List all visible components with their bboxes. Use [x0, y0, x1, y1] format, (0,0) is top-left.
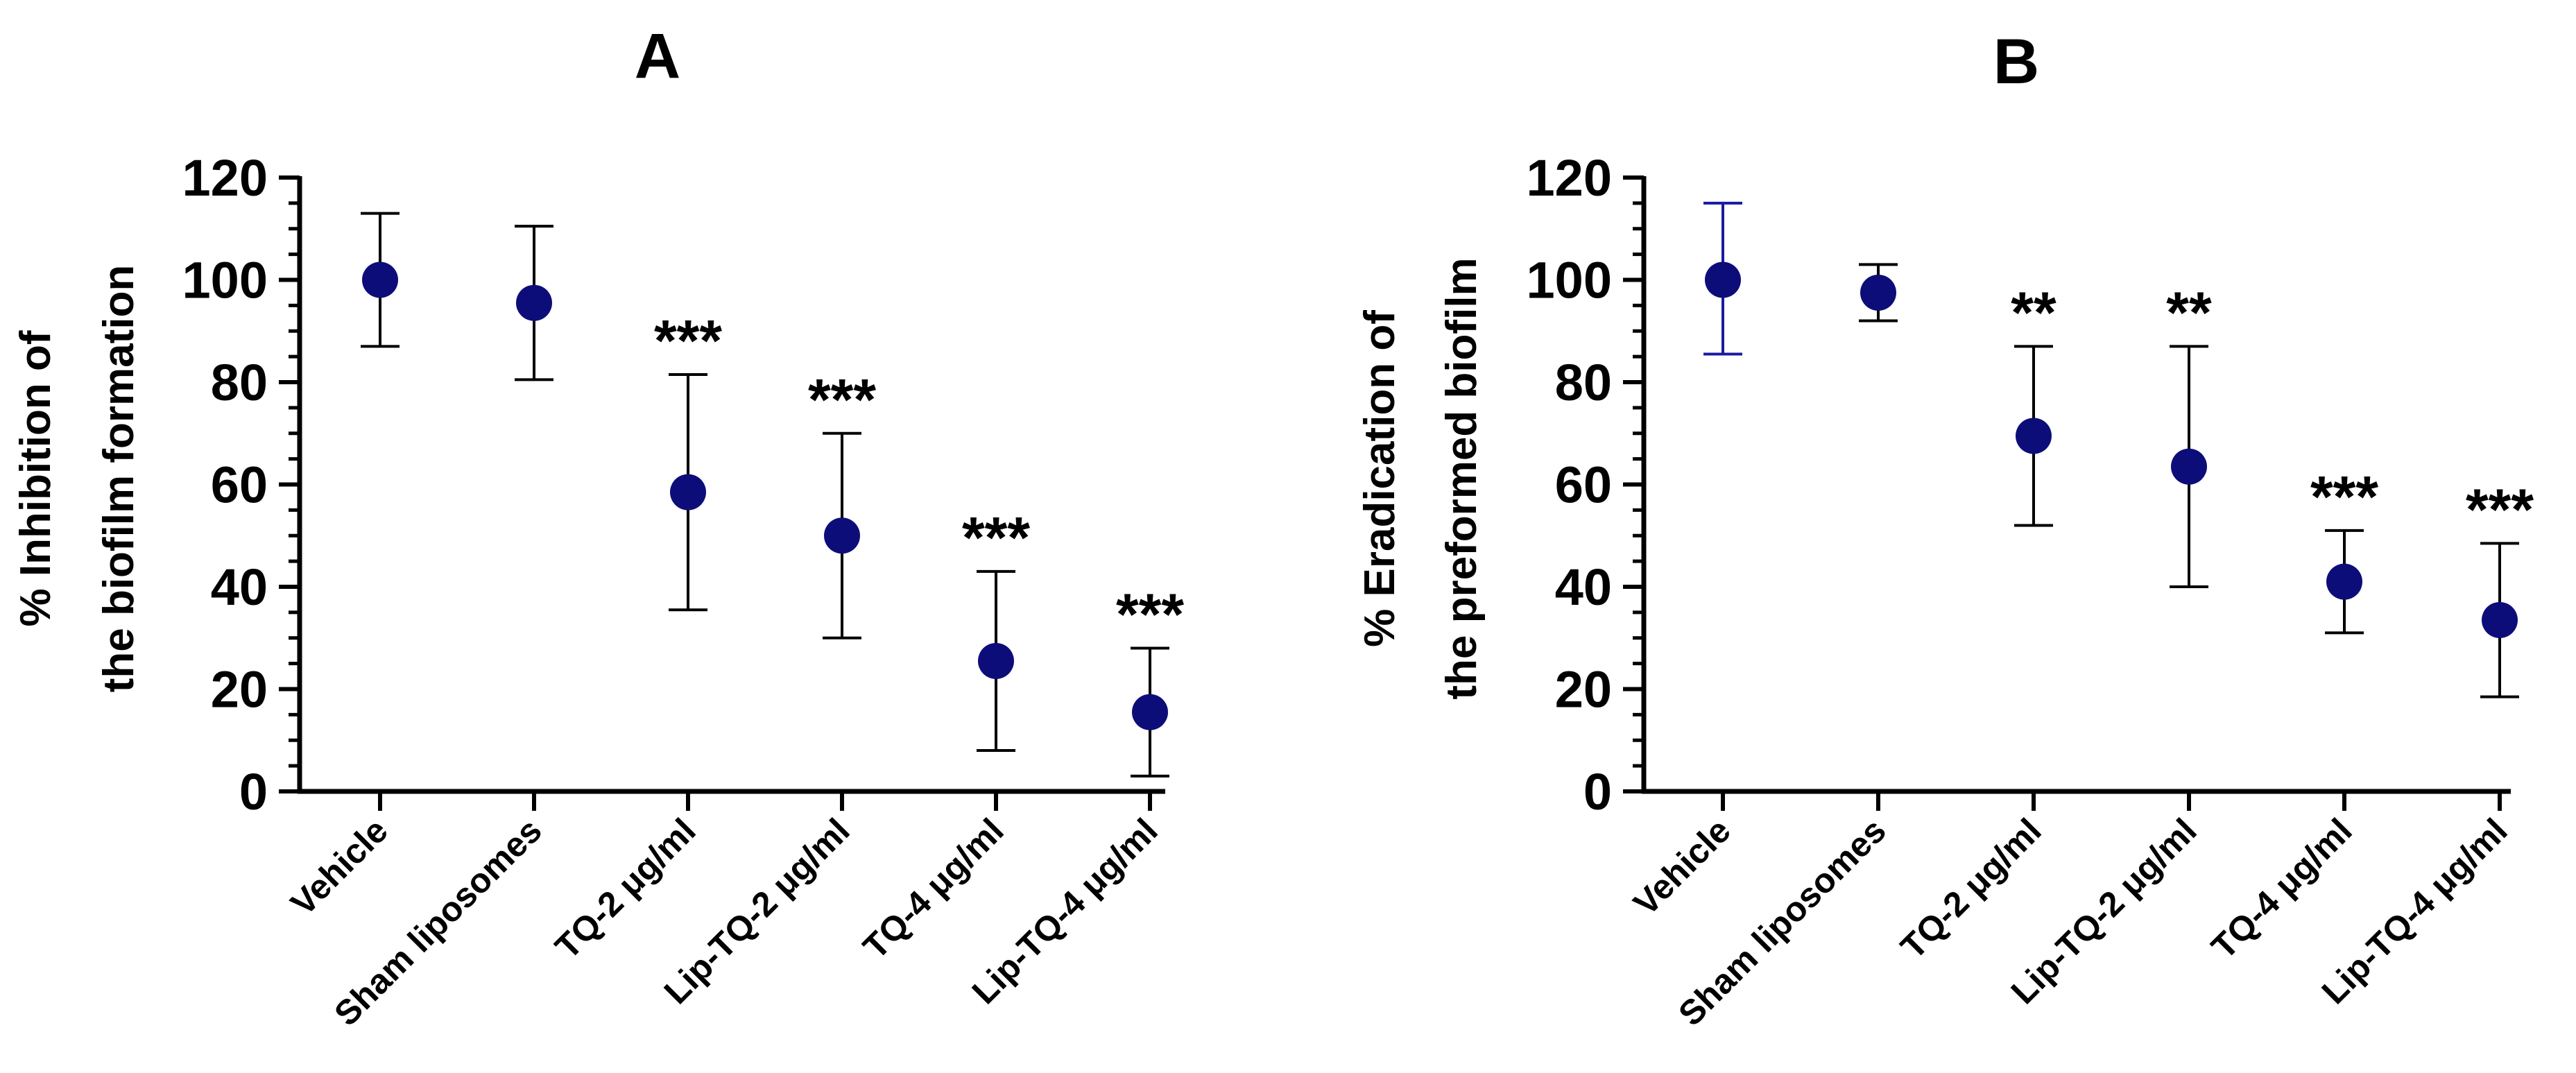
significance-label-a: ***	[962, 505, 1030, 570]
chart-panel-b: B % Eradication of the preformed biofilm…	[1356, 26, 2534, 1033]
data-point-a	[362, 261, 398, 298]
significance-label-b: **	[2166, 280, 2212, 345]
data-point-a	[1132, 694, 1168, 730]
y-tick-label-a: 40	[211, 558, 268, 616]
data-point-b	[2016, 418, 2052, 454]
significance-label-b: ***	[2310, 464, 2378, 529]
y-axis-label-b-line1: % Eradication of	[1356, 310, 1404, 647]
x-tick-label-a: TQ-2 μg/ml	[548, 811, 703, 966]
y-tick-label-b: 20	[1555, 661, 1612, 719]
x-tick-label-b: Vehicle	[1626, 811, 1737, 922]
data-point-b	[2482, 601, 2518, 638]
data-point-b	[2171, 448, 2207, 485]
y-axis-label-a-line2: the biofilm formation	[95, 265, 143, 693]
y-tick-label-a: 20	[211, 661, 268, 719]
y-tick-label-a: 60	[211, 456, 268, 514]
significance-label-a: ***	[654, 308, 722, 373]
y-tick-label-b: 0	[1583, 763, 1612, 821]
panel-label-b: B	[1993, 26, 2039, 97]
data-point-b	[1860, 274, 1896, 311]
y-tick-label-b: 100	[1527, 252, 1612, 309]
data-point-a	[670, 474, 706, 510]
chart-panel-a: A % Inhibition of the biofilm formation …	[12, 21, 1184, 1033]
data-point-b	[1705, 261, 1741, 298]
y-tick-label-a: 80	[211, 354, 268, 411]
x-tick-label-a: TQ-4 μg/ml	[856, 811, 1011, 966]
x-tick-label-b: TQ-4 μg/ml	[2204, 811, 2360, 966]
data-point-a	[516, 284, 552, 321]
panel-label-a: A	[635, 21, 680, 92]
y-tick-label-a: 120	[182, 149, 268, 207]
significance-label-b: ***	[2466, 477, 2534, 542]
y-axis-label-a-line1: % Inhibition of	[12, 330, 60, 626]
y-tick-label-b: 40	[1555, 558, 1612, 616]
significance-label-a: ***	[1116, 582, 1184, 647]
y-tick-label-b: 120	[1527, 149, 1612, 207]
y-tick-label-a: 0	[239, 763, 268, 821]
data-point-b	[2326, 563, 2362, 600]
y-tick-label-b: 60	[1555, 456, 1612, 514]
significance-label-a: ***	[808, 367, 876, 432]
x-tick-label-b: TQ-2 μg/ml	[1894, 811, 2049, 966]
significance-label-b: **	[2011, 280, 2056, 345]
y-axis-label-b-line2: the preformed biofilm	[1438, 257, 1486, 699]
y-tick-label-a: 100	[182, 252, 268, 309]
x-tick-label-a: Vehicle	[283, 811, 395, 922]
data-point-a	[978, 642, 1014, 679]
data-point-a	[824, 517, 860, 554]
y-tick-label-b: 80	[1555, 354, 1612, 411]
